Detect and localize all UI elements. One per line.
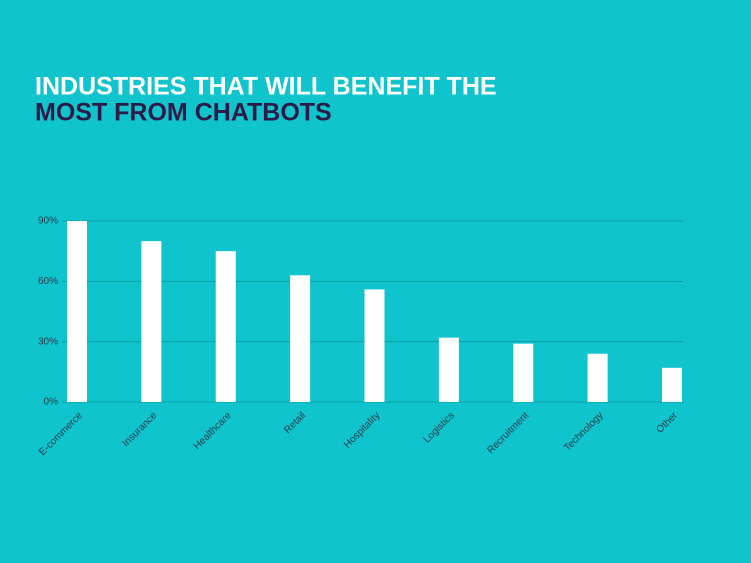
bar — [215, 251, 236, 402]
chart-title: MOST FROM CHATBOTS — [35, 99, 332, 127]
bar — [513, 343, 534, 402]
y-tick-label: 90% — [38, 216, 58, 227]
bar — [67, 221, 87, 402]
bar — [364, 289, 385, 402]
y-tick-label: 60% — [38, 276, 58, 287]
bar — [290, 275, 311, 402]
bar — [141, 241, 162, 402]
y-tick-label: 0% — [44, 397, 59, 408]
bar — [438, 337, 459, 402]
bar — [662, 367, 682, 402]
chart-title: INDUSTRIES THAT WILL BENEFIT THE — [35, 73, 497, 101]
bar — [587, 353, 608, 402]
y-tick-label: 30% — [38, 336, 58, 347]
